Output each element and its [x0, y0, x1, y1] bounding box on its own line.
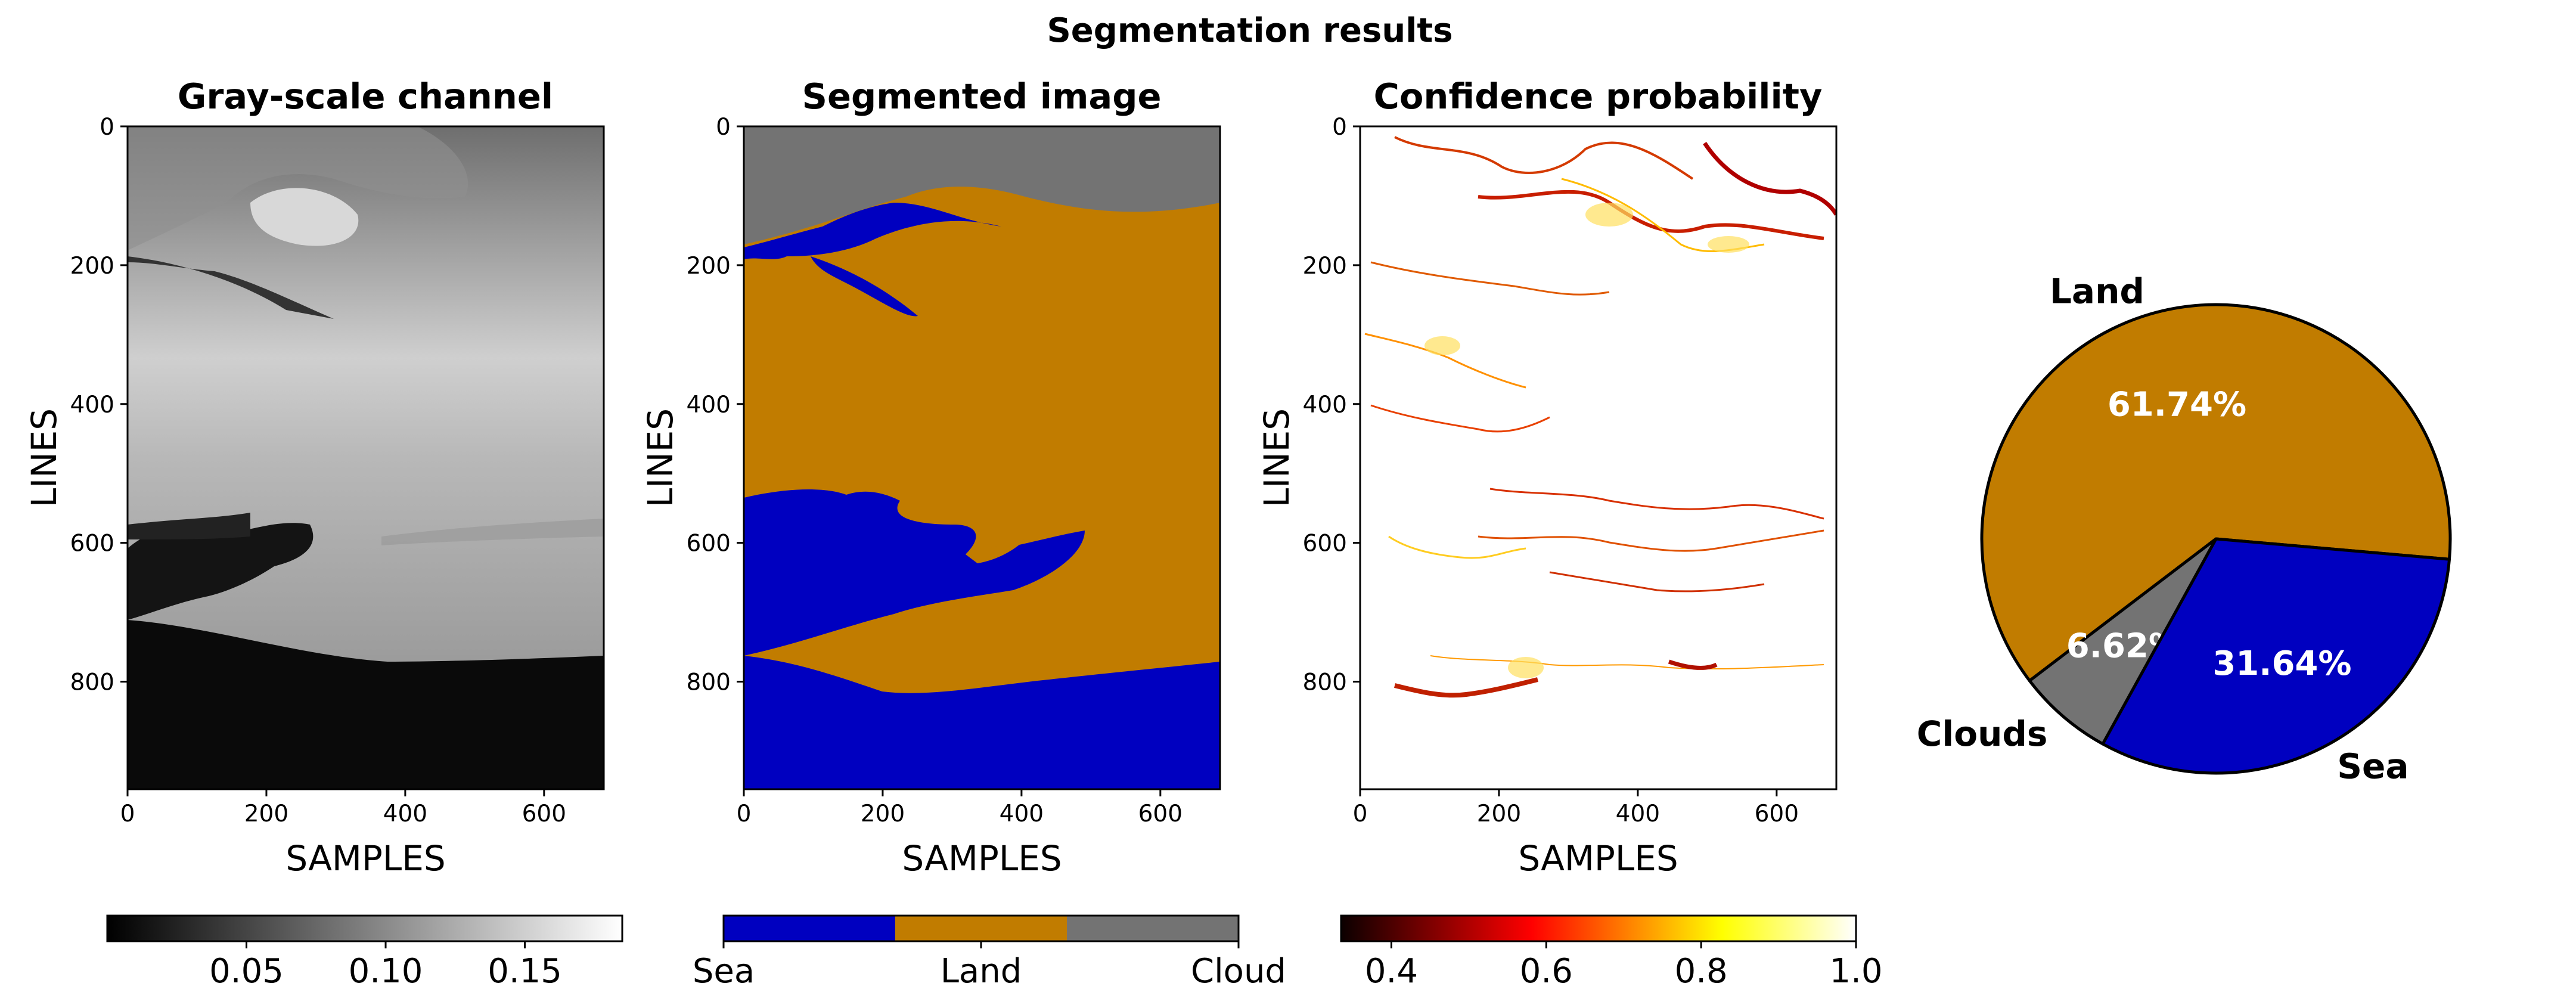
x-tick-label: 0 — [120, 801, 135, 827]
pie-value-label-land: 61.74% — [2108, 385, 2246, 424]
x-tick-label: 400 — [1616, 801, 1660, 827]
y-tick-label: 0 — [716, 114, 731, 141]
colorbar-tick-label-classes: Cloud — [1191, 952, 1286, 991]
colorbar-tick-label-grayscale: 0.05 — [209, 952, 284, 991]
y-tick-label: 600 — [687, 531, 731, 557]
y-tick-label: 400 — [1303, 392, 1347, 418]
y-tick-label: 800 — [687, 669, 731, 696]
pie-slice-clouds — [2028, 537, 2218, 746]
colorbar-swatch-cloud — [1067, 916, 1239, 941]
pie-category-label-land: Land — [2050, 271, 2144, 312]
colorbar-tick-label-classes: Sea — [693, 952, 755, 991]
colorbar-ticks-layer: 0.05 0.10 0.15 0.4 0.6 0.8 1.0 Sea Land Cloud — [209, 941, 1883, 991]
x-tick-label: 600 — [522, 801, 566, 827]
colorbar-swatch-sea — [724, 916, 895, 941]
y-tick-label: 800 — [1303, 669, 1347, 696]
y-tick-label: 0 — [1332, 114, 1347, 141]
y-tick-label: 400 — [70, 392, 114, 418]
panel-confidence: Confidence probability — [1359, 76, 1838, 790]
x-tick-label: 200 — [1477, 801, 1521, 827]
colorbar-tick-label-confidence: 0.4 — [1365, 952, 1418, 991]
colorbar-tick-label-grayscale: 0.15 — [488, 952, 562, 991]
pie-category-label-sea: Sea — [2337, 746, 2409, 787]
x-tick-label: 0 — [1353, 801, 1368, 827]
x-axis-label-segmented: SAMPLES — [902, 838, 1062, 879]
x-tick-label: 400 — [1000, 801, 1044, 827]
y-tick-label: 200 — [687, 253, 731, 280]
x-tick-label: 200 — [244, 801, 288, 827]
colorbar-grayscale — [106, 914, 623, 942]
x-tick-label: 400 — [383, 801, 427, 827]
pie-slice-sea — [2101, 537, 2451, 775]
x-axis-label-confidence: SAMPLES — [1518, 838, 1678, 879]
axes-layer: 0 200 400 600 0 200 400 600 800 SAMPLES LINES 0 200 4… — [24, 114, 1799, 879]
colorbar-tick-label-confidence: 1.0 — [1829, 952, 1882, 991]
panel-title-segmented: Segmented image — [802, 76, 1162, 117]
confidence-image — [1360, 126, 1836, 789]
colorbar-tick-label-confidence: 0.6 — [1520, 952, 1573, 991]
panel-title-confidence: Confidence probability — [1374, 76, 1823, 117]
colorbar-tick-label-classes: Land — [941, 952, 1022, 991]
panel-grayscale: Gray-scale channel — [126, 76, 605, 790]
pie-value-label-sea: 31.64% — [2212, 644, 2351, 683]
colorbar-confidence — [1340, 914, 1857, 942]
x-tick-label: 600 — [1755, 801, 1799, 827]
y-axis-label-confidence: LINES — [1256, 408, 1297, 507]
y-tick-label: 200 — [1303, 253, 1347, 280]
panel-segmented: Segmented image — [743, 76, 1221, 790]
pie-slice-land — [1980, 303, 2452, 683]
colorbar-tick-label-grayscale: 0.10 — [349, 952, 423, 991]
panel-title-grayscale: Gray-scale channel — [178, 76, 553, 117]
figure-title: Segmentation results — [1047, 11, 1453, 50]
grayscale-image — [128, 126, 604, 789]
y-tick-label: 600 — [70, 531, 114, 557]
x-tick-label: 600 — [1138, 801, 1183, 827]
colorbar-tick-label-confidence: 0.8 — [1675, 952, 1728, 991]
colorbar-classes — [722, 914, 1240, 942]
y-tick-label: 200 — [70, 253, 114, 280]
x-tick-label: 0 — [737, 801, 752, 827]
y-tick-label: 800 — [70, 669, 114, 696]
colorbar-swatch-land — [895, 916, 1067, 941]
segmented-image — [744, 126, 1220, 789]
x-axis-label-grayscale: SAMPLES — [285, 838, 445, 879]
x-tick-label: 200 — [861, 801, 905, 827]
y-axis-label-segmented: LINES — [640, 408, 681, 507]
y-axis-label-grayscale: LINES — [24, 408, 64, 507]
y-tick-label: 600 — [1303, 531, 1347, 557]
y-tick-label: 0 — [100, 114, 114, 141]
y-tick-label: 400 — [687, 392, 731, 418]
pie-category-label-clouds: Clouds — [1917, 714, 2048, 754]
